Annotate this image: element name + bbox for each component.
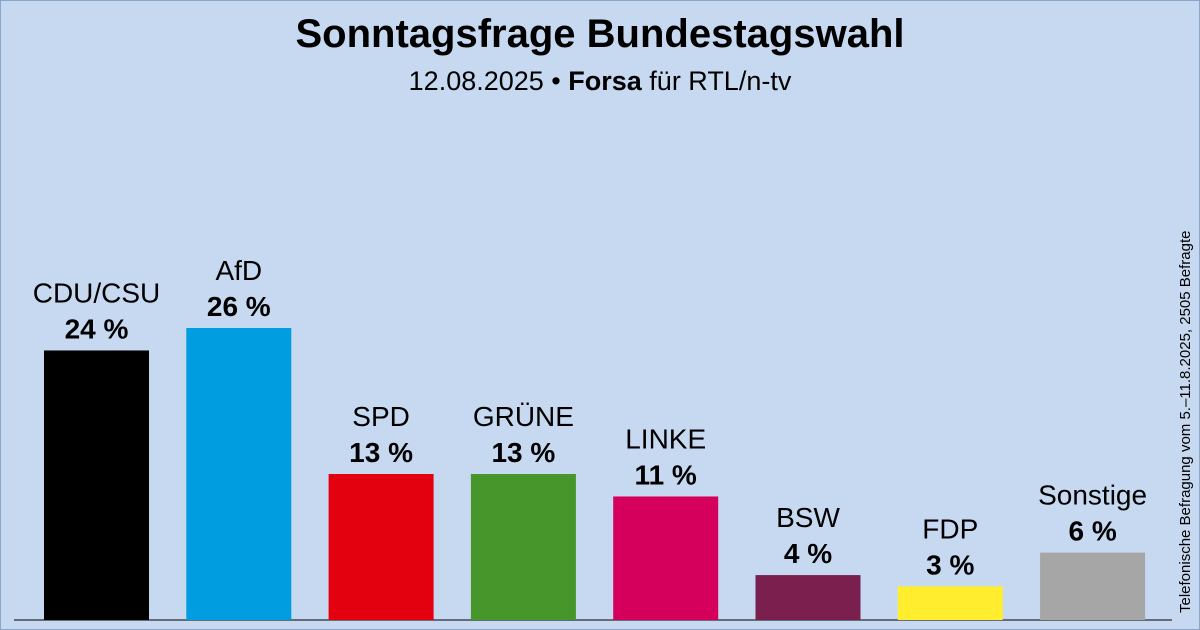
- category-label-grüne: GRÜNE: [473, 401, 574, 432]
- value-label-linke: 11 %: [635, 459, 697, 490]
- value-label-sonstige: 6 %: [1068, 516, 1116, 547]
- category-label-sonstige: Sonstige: [1038, 480, 1147, 511]
- category-label-linke: LINKE: [625, 423, 706, 454]
- category-label-cdu-csu: CDU/CSU: [33, 277, 161, 308]
- poll-client: für RTL/n-tv: [641, 66, 792, 96]
- survey-note: Telefonische Befragung vom 5.–11.8.2025,…: [1177, 230, 1194, 614]
- category-label-fdp: FDP: [922, 513, 978, 544]
- chart-title: Sonntagsfrage Bundestagswahl: [295, 12, 905, 56]
- bar-cdu-csu: [44, 350, 149, 620]
- value-label-afd: 26 %: [207, 291, 271, 322]
- value-label-bsw: 4 %: [784, 538, 832, 569]
- value-label-spd: 13 %: [349, 437, 413, 468]
- category-label-afd: AfD: [215, 255, 262, 286]
- category-label-spd: SPD: [352, 401, 410, 432]
- subtitle-separator: •: [543, 66, 569, 96]
- bar-linke: [613, 496, 719, 620]
- poll-institute: Forsa: [568, 66, 642, 96]
- value-label-fdp: 3 %: [926, 549, 974, 580]
- chart-subtitle: 12.08.2025 • Forsa für RTL/n-tv: [0, 66, 1200, 97]
- bar-bsw: [755, 575, 861, 620]
- bar-grüne: [470, 474, 576, 620]
- category-label-bsw: BSW: [776, 502, 840, 533]
- bar-sonstige: [1040, 552, 1146, 620]
- value-label-cdu-csu: 24 %: [65, 313, 129, 344]
- bar-spd: [328, 474, 434, 620]
- bar-afd: [186, 328, 292, 620]
- poll-date: 12.08.2025: [408, 66, 544, 96]
- bar-fdp: [897, 586, 1003, 620]
- value-label-grüne: 13 %: [491, 437, 555, 468]
